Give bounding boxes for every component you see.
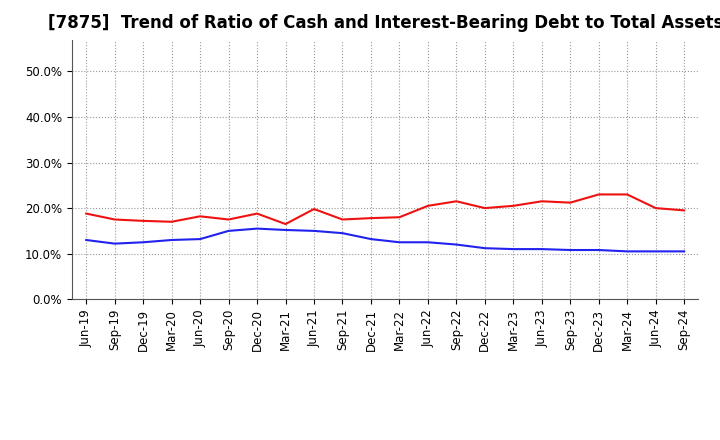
- Interest-Bearing Debt: [110, 241, 119, 246]
- Interest-Bearing Debt: [282, 227, 290, 233]
- Cash: [225, 217, 233, 222]
- Cash: [82, 211, 91, 216]
- Cash: [423, 203, 432, 209]
- Cash: [537, 198, 546, 204]
- Cash: [167, 219, 176, 224]
- Cash: [282, 221, 290, 227]
- Interest-Bearing Debt: [310, 228, 318, 234]
- Cash: [623, 192, 631, 197]
- Cash: [595, 192, 603, 197]
- Cash: [652, 205, 660, 211]
- Cash: [310, 206, 318, 212]
- Cash: [395, 215, 404, 220]
- Cash: [452, 198, 461, 204]
- Cash: [338, 217, 347, 222]
- Line: Cash: Cash: [86, 194, 684, 224]
- Interest-Bearing Debt: [509, 246, 518, 252]
- Cash: [480, 205, 489, 211]
- Cash: [253, 211, 261, 216]
- Interest-Bearing Debt: [623, 249, 631, 254]
- Interest-Bearing Debt: [225, 228, 233, 234]
- Interest-Bearing Debt: [253, 226, 261, 231]
- Interest-Bearing Debt: [680, 249, 688, 254]
- Line: Interest-Bearing Debt: Interest-Bearing Debt: [86, 229, 684, 251]
- Interest-Bearing Debt: [338, 231, 347, 236]
- Title: [7875]  Trend of Ratio of Cash and Interest-Bearing Debt to Total Assets: [7875] Trend of Ratio of Cash and Intere…: [48, 15, 720, 33]
- Interest-Bearing Debt: [139, 240, 148, 245]
- Interest-Bearing Debt: [366, 236, 375, 242]
- Interest-Bearing Debt: [566, 247, 575, 253]
- Interest-Bearing Debt: [82, 237, 91, 242]
- Interest-Bearing Debt: [595, 247, 603, 253]
- Interest-Bearing Debt: [167, 237, 176, 242]
- Interest-Bearing Debt: [196, 236, 204, 242]
- Cash: [566, 200, 575, 205]
- Cash: [680, 208, 688, 213]
- Interest-Bearing Debt: [480, 246, 489, 251]
- Cash: [196, 214, 204, 219]
- Cash: [509, 203, 518, 209]
- Interest-Bearing Debt: [452, 242, 461, 247]
- Interest-Bearing Debt: [423, 240, 432, 245]
- Cash: [139, 218, 148, 224]
- Cash: [110, 217, 119, 222]
- Interest-Bearing Debt: [652, 249, 660, 254]
- Interest-Bearing Debt: [537, 246, 546, 252]
- Cash: [366, 216, 375, 221]
- Interest-Bearing Debt: [395, 240, 404, 245]
